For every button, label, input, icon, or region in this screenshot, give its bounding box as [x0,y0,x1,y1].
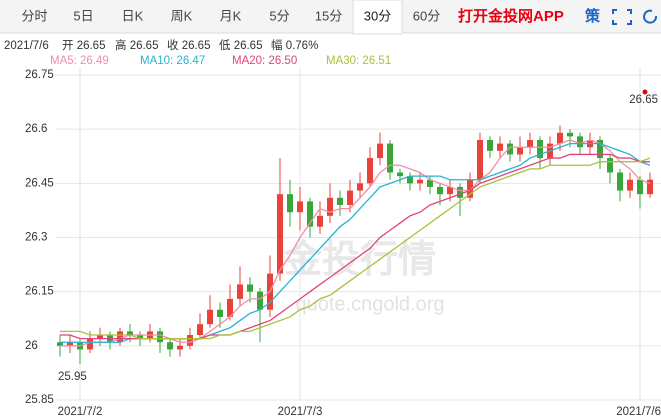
y-tick-label: 26 [25,340,38,352]
tab[interactable]: 日K [122,8,144,23]
annotation: 25.95 [58,371,87,383]
y-tick-label: 26.15 [25,286,54,298]
annotation: 26.65 [629,94,658,106]
candle-body [487,140,493,151]
app-button[interactable]: 打开金投网APP [458,7,564,25]
y-tick-label: 26.45 [25,177,54,189]
candle-body [167,342,173,350]
candle-body [607,158,613,173]
candle-body [427,179,433,187]
tab[interactable]: 60分 [413,8,440,23]
fullscreen-icon[interactable] [612,9,632,25]
candle-body [417,179,423,184]
candle-body [467,179,473,198]
ma-line [60,157,651,340]
candle-body [577,136,583,148]
candle-body [327,197,333,216]
price-dot [642,89,648,95]
candle-body [247,284,253,292]
candle-body [237,284,243,299]
tab-bar [0,0,661,33]
candle-body [367,158,373,184]
candle-body [257,291,263,310]
candle-body [97,335,103,339]
watermark-url: quote.cngold.org [295,293,444,315]
candle-body [597,140,603,159]
info-item: 幅 0.76% [271,39,318,52]
candle-body [537,140,543,159]
candle-body [287,194,293,213]
candle-body [297,201,303,213]
candle-body [307,201,313,227]
y-tick-label: 25.85 [25,394,54,406]
refresh-icon[interactable] [643,9,658,24]
y-tick-label: 26.3 [25,232,47,244]
candle-body [497,143,503,151]
candle-body [437,186,443,195]
candle-body [447,186,453,195]
candle-body [67,342,73,346]
tab[interactable]: 月K [220,8,242,23]
candle-body [357,183,363,191]
legend-entry: MA5: 26.49 [50,55,109,67]
candle-body [157,331,163,343]
candle-body [397,172,403,177]
candle-body [347,190,353,205]
candle-body [557,132,563,144]
tab-selected [352,0,403,35]
candle-body [457,186,463,198]
candle-body [647,179,653,195]
legend-entry: MA10: 26.47 [140,55,205,67]
candle-body [407,176,413,184]
candle-body [117,331,123,343]
candle-body [187,335,193,346]
tab[interactable]: 周K [171,8,193,23]
strategy-button[interactable]: 策 [584,7,601,25]
y-tick-label: 26.75 [25,69,54,81]
candle-body [317,215,323,227]
info-item: 高 26.65 [115,38,158,52]
info-item: 开 26.65 [62,40,105,52]
candle-body [507,143,513,155]
candle-body [227,298,233,317]
candle-body [517,147,523,155]
info-item: 收 26.65 [167,38,210,52]
candle-body [207,309,213,325]
candle-body [387,143,393,173]
candle-body [477,140,483,180]
candle-body [277,194,283,274]
legend-entry: MA30: 26.51 [326,55,391,67]
candle-body [87,338,93,350]
candle-body [637,179,643,195]
candle-body [217,309,223,317]
candle-body [197,324,203,335]
candle-body [337,197,343,205]
ma-line [60,139,651,347]
tab[interactable]: 30分 [364,8,391,23]
candle-body [377,143,383,159]
candle-body [127,331,133,335]
candle-body [137,335,143,339]
tab[interactable]: 分时 [21,8,47,23]
info-item: 2021/7/6 [4,40,49,52]
x-tick-label: 2021/7/3 [278,406,323,418]
candle-body [627,179,633,191]
x-tick-label: 2021/7/2 [58,406,103,418]
legend-entry: MA20: 26.50 [232,55,297,67]
tab[interactable]: 15分 [315,8,342,23]
x-tick-label: 2021/7/6 [616,406,661,418]
candle-body [617,172,623,191]
candle-body [567,132,573,137]
tab[interactable]: 5分 [269,8,289,23]
info-item: 低 26.65 [219,39,262,52]
candle-body [57,342,63,346]
candle-body [177,345,183,350]
candle-body [527,140,533,148]
tab[interactable]: 5日 [73,8,93,23]
y-tick-label: 26.6 [25,123,47,135]
